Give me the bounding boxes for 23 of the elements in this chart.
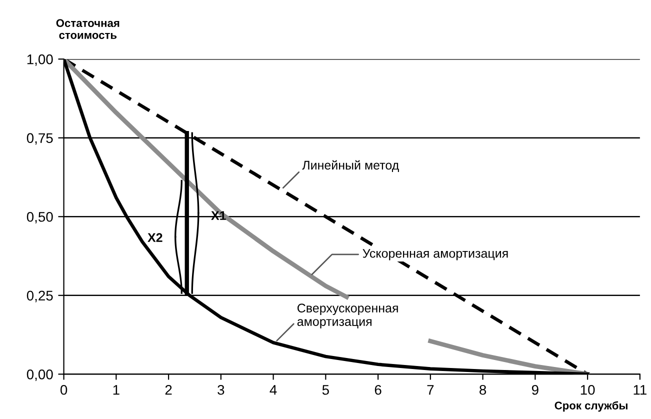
x-tick-label: 0 (60, 384, 68, 395)
x-tick-label: 10 (580, 384, 595, 395)
x-tick-label: 1 (113, 385, 120, 395)
y-axis-title: Остаточная стоимость (56, 19, 120, 39)
y-tick-label: 0,50 (26, 212, 53, 224)
text: Ускоренная амортизация (362, 249, 508, 260)
x-tick-label: 9 (532, 384, 538, 395)
y-tick-label: 0,25 (26, 290, 53, 302)
x-axis-title: Срок службы (554, 401, 628, 412)
x-tick-label: 6 (374, 384, 382, 395)
x-tick-label: 4 (270, 385, 277, 395)
x-tick-label: 7 (427, 385, 434, 395)
text: Линейный метод (302, 160, 399, 172)
annotation: X2 (148, 233, 162, 242)
y-tick-label: 0,00 (26, 370, 53, 381)
x-tick-label: 3 (218, 384, 224, 395)
y-tick-label: 1,00 (27, 54, 53, 66)
y-tick-label: 0,75 (26, 133, 53, 145)
x-tick-label: 8 (480, 384, 486, 395)
x-tick-label: 11 (634, 385, 646, 395)
x-tick-label: 2 (165, 384, 172, 395)
series-label: Сверхускоренная амортизация (297, 304, 398, 328)
x-tick-label: 5 (322, 385, 329, 395)
